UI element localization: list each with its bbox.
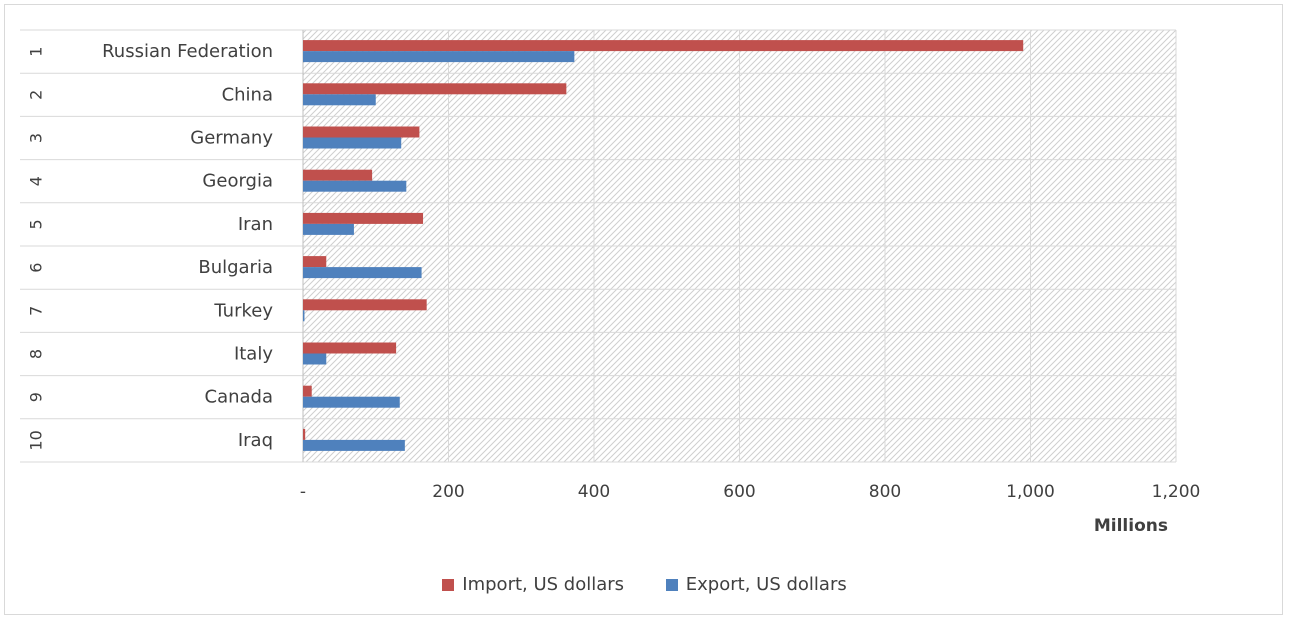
- x-tick-label: 1,200: [1152, 482, 1201, 502]
- bar-import: [303, 169, 373, 181]
- category-name-label: Iran: [238, 214, 273, 235]
- bar-export: [303, 267, 422, 279]
- x-tick-label: 1,000: [1006, 482, 1055, 502]
- x-tick-label: -: [300, 482, 306, 502]
- bar-export: [303, 180, 407, 192]
- legend-label-export: Export, US dollars: [685, 574, 847, 595]
- category-rank-label: 10: [27, 430, 46, 450]
- bars: [303, 40, 1024, 451]
- x-tick-label: 400: [578, 482, 610, 502]
- chart-frame: [4, 4, 1283, 615]
- bar-export: [303, 353, 327, 365]
- category-labels: 1 Russian Federation 2 China 3 Germany 4 Georgi…: [27, 41, 274, 451]
- category-rank-label: 9: [27, 392, 46, 402]
- legend: Import, US dollars Export, US dollars: [0, 574, 1289, 596]
- bar-import: [303, 385, 312, 397]
- category-rank-label: 4: [27, 176, 46, 186]
- category-rank-label: 7: [27, 306, 46, 316]
- bar-export: [303, 396, 400, 408]
- category-name-label: Georgia: [202, 171, 273, 192]
- x-axis-unit-label: Millions: [1094, 516, 1168, 536]
- x-tick-label: 800: [869, 482, 901, 502]
- category-rank-label: 2: [27, 90, 46, 100]
- legend-swatch-export: [665, 578, 678, 591]
- legend-swatch-import: [442, 578, 455, 591]
- category-name-label: Turkey: [213, 300, 273, 321]
- bar-import: [303, 256, 327, 268]
- bar-import: [303, 428, 306, 440]
- bar-export: [303, 94, 376, 106]
- category-name-label: Bulgaria: [198, 257, 273, 278]
- category-rank-label: 8: [27, 349, 46, 359]
- category-name-label: Iraq: [238, 430, 273, 451]
- category-name-label: China: [222, 84, 273, 105]
- x-axis-tick-labels: - 200 400 600 800 1,000 1,200: [300, 482, 1200, 502]
- category-name-label: Russian Federation: [102, 41, 273, 62]
- bar-export: [303, 310, 305, 322]
- bar-import: [303, 342, 397, 354]
- bar-import: [303, 83, 567, 95]
- bar-export: [303, 439, 405, 451]
- x-tick-label: 600: [723, 482, 755, 502]
- category-rank-label: 1: [27, 47, 46, 57]
- category-separators: [20, 29, 1176, 463]
- bar-import: [303, 40, 1024, 52]
- category-name-label: Italy: [234, 344, 273, 365]
- category-rank-label: 6: [27, 263, 46, 273]
- bar-import: [303, 299, 427, 311]
- x-tick-label: 200: [432, 482, 464, 502]
- legend-label-import: Import, US dollars: [462, 574, 625, 595]
- category-name-label: Germany: [190, 128, 273, 149]
- category-name-label: Canada: [205, 387, 274, 408]
- bar-export: [303, 137, 402, 149]
- bar-import: [303, 126, 420, 138]
- legend-item-export: Export, US dollars: [665, 574, 847, 595]
- bar-export: [303, 223, 354, 235]
- category-rank-label: 5: [27, 219, 46, 229]
- category-rank-label: 3: [27, 133, 46, 143]
- bar-export: [303, 51, 575, 63]
- bar-import: [303, 212, 424, 224]
- legend-item-import: Import, US dollars: [442, 574, 624, 595]
